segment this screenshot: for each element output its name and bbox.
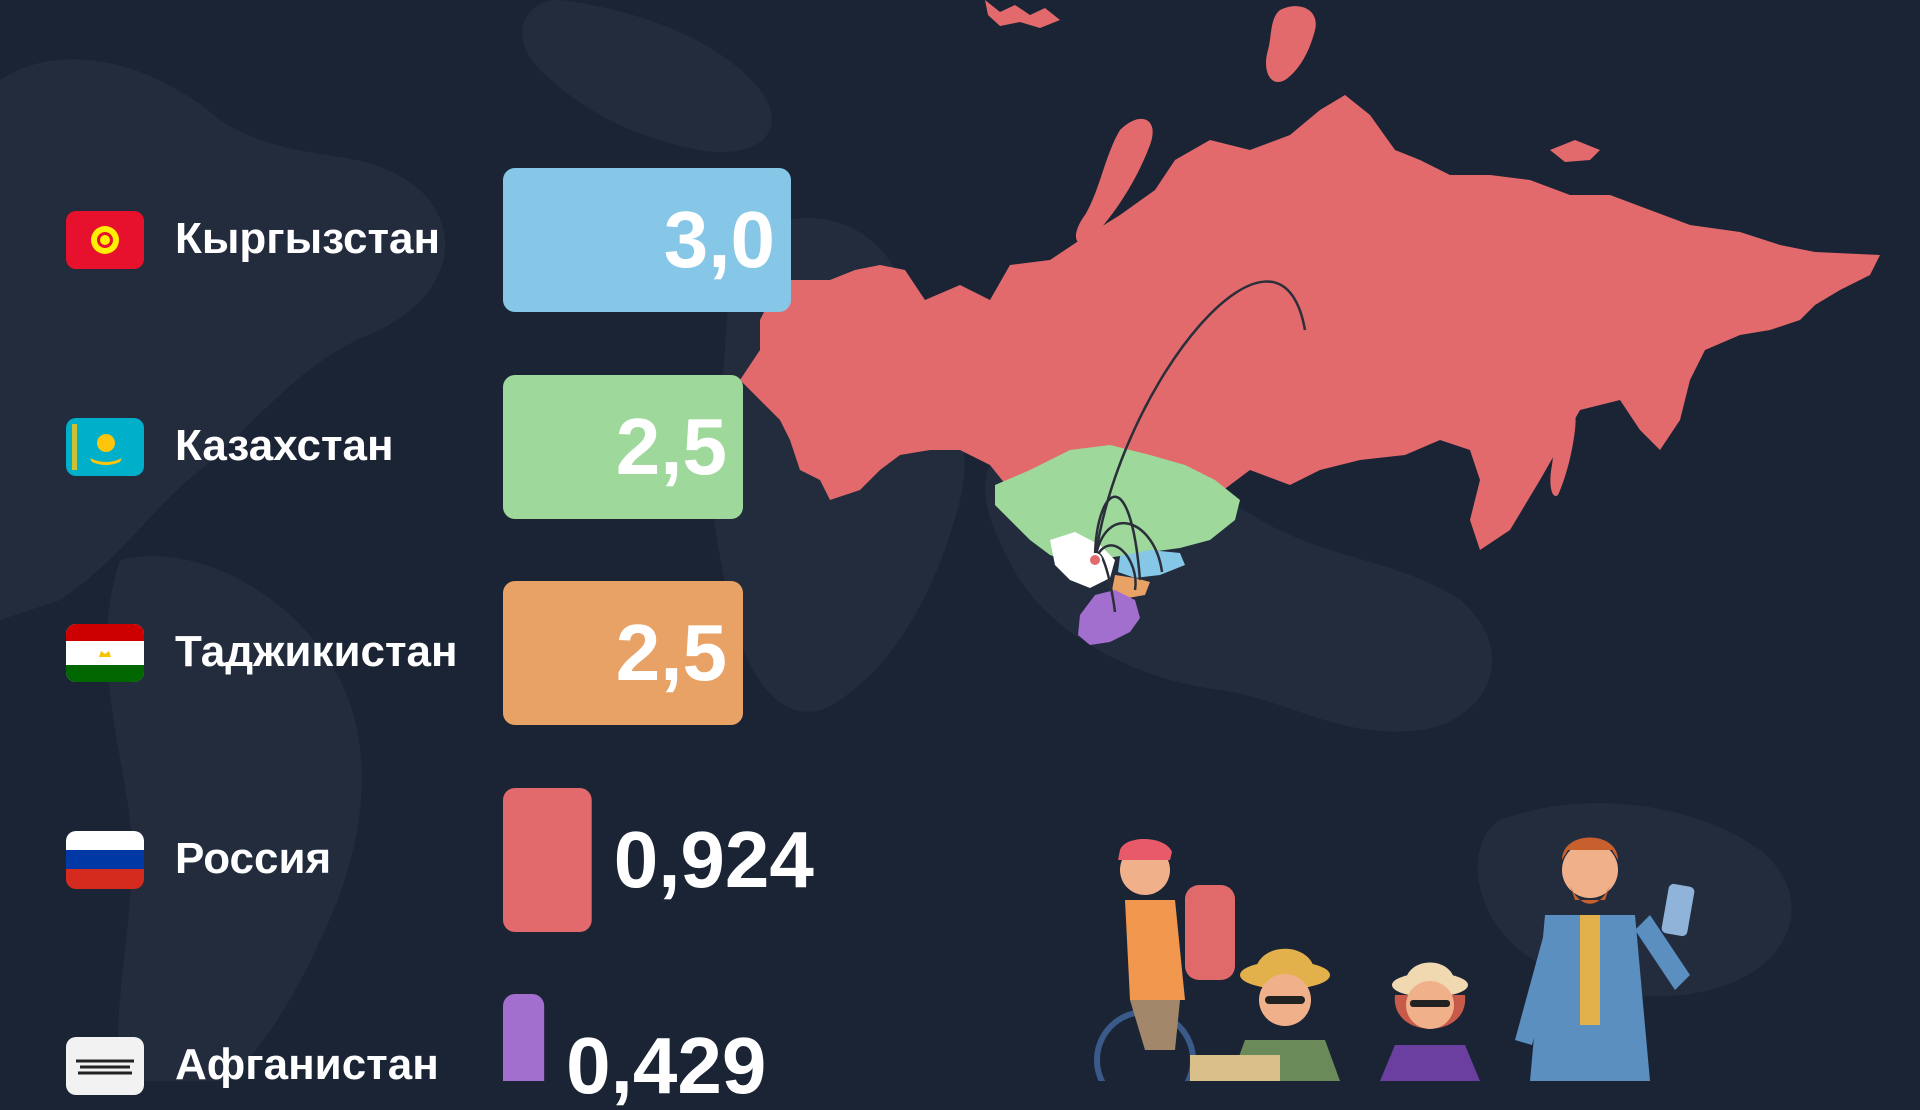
migration-arcs	[1093, 280, 1307, 613]
kazakhstan-region	[995, 445, 1240, 562]
bar-chart	[503, 168, 791, 1081]
country-label: Россия	[175, 834, 332, 883]
origin-marker	[1088, 553, 1102, 567]
country-label: Таджикистан	[175, 627, 458, 676]
kazakhstan-flag-icon	[66, 418, 144, 476]
value-label: 2,5	[615, 608, 727, 697]
country-label: Казахстан	[175, 421, 394, 470]
world-map	[740, 0, 1880, 1081]
bar	[503, 788, 592, 932]
value-label: 2,5	[615, 402, 727, 491]
tajikistan-region	[1112, 575, 1150, 598]
franz-josef-land	[1265, 6, 1316, 82]
tajikistan-flag-icon	[66, 624, 144, 682]
value-label: 0,924	[613, 815, 814, 904]
country-label: Афганистан	[175, 1040, 439, 1089]
russia-region	[740, 95, 1880, 550]
value-label: 3,0	[663, 195, 775, 284]
afghanistan-flag-icon	[66, 1037, 144, 1095]
travelers-illustration	[1094, 837, 1695, 1081]
russia-flag-icon	[66, 831, 144, 889]
country-label: Кыргызстан	[175, 214, 441, 263]
sakhalin	[1550, 394, 1576, 496]
bar	[503, 994, 545, 1081]
value-label: 0,429	[566, 1021, 767, 1110]
svalbard-dots	[985, 0, 1060, 28]
bar	[503, 581, 743, 725]
afghanistan-region	[1078, 590, 1140, 645]
infographic: Кыргызстан 3,0 Казахстан 2,5 Таджикистан 2,5 Р…	[66, 0, 1880, 1106]
novaya-zemlya	[1075, 118, 1153, 244]
bar	[503, 168, 791, 312]
kuril-bits	[1550, 140, 1600, 162]
kyrgyzstan-flag-icon	[66, 211, 144, 269]
bar	[503, 375, 743, 519]
